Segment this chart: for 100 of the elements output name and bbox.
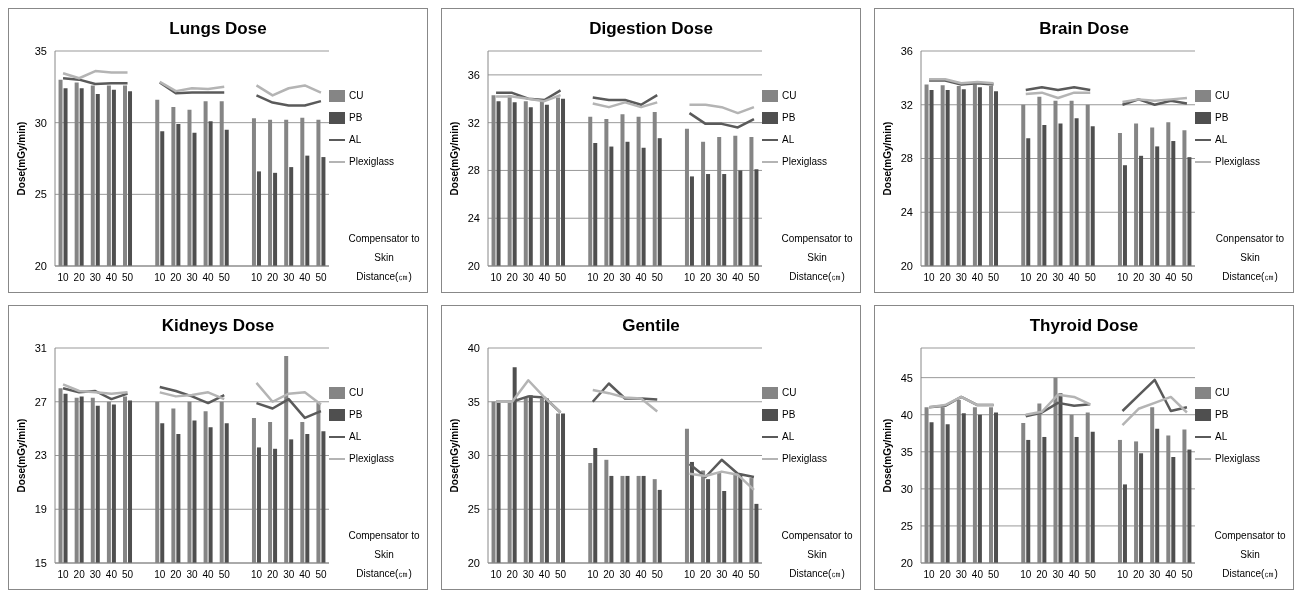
legend-label: PB bbox=[782, 112, 796, 123]
y-tick-label: 40 bbox=[467, 341, 480, 354]
y-tick-label: 25 bbox=[900, 519, 913, 532]
legend-label: AL bbox=[1215, 431, 1228, 442]
y-tick-label: 20 bbox=[900, 556, 913, 569]
y-tick-label: 36 bbox=[467, 68, 480, 81]
x-tick-label: 10 bbox=[490, 272, 503, 284]
y-axis-title: Dose(mGy/min) bbox=[881, 418, 893, 493]
x-tick-label: 50 bbox=[554, 569, 567, 581]
chart-title: Gentile bbox=[621, 316, 681, 337]
x-tick-label: 20 bbox=[1133, 569, 1145, 581]
x-tick-label: 20 bbox=[603, 569, 615, 581]
legend-label: CU bbox=[349, 90, 364, 101]
legend-label: AL bbox=[782, 134, 795, 145]
x-tick-label: 30 bbox=[619, 569, 631, 581]
x-tick-label: 30 bbox=[522, 569, 535, 581]
x-tick-label: 20 bbox=[267, 569, 279, 581]
x-tick-label: 30 bbox=[283, 272, 295, 284]
x-tick-label: 50 bbox=[748, 569, 760, 581]
x-tick-label: 10 bbox=[250, 272, 263, 284]
x-tick-label: 50 bbox=[218, 569, 231, 581]
legend-label: PB bbox=[349, 112, 363, 123]
y-tick-label: 20 bbox=[34, 259, 47, 272]
x-tick-label: 30 bbox=[716, 272, 728, 284]
x-tick-label: 50 bbox=[554, 272, 567, 284]
y-tick-label: 35 bbox=[34, 44, 47, 57]
x-tick-label: 10 bbox=[683, 272, 696, 284]
x-tick-label: 40 bbox=[538, 272, 551, 284]
x-tick-label: 50 bbox=[748, 272, 760, 284]
y-tick-label: 20 bbox=[467, 259, 480, 272]
x-tick-label: 40 bbox=[1165, 272, 1177, 284]
chart-title: Digestion Dose bbox=[588, 19, 714, 40]
y-tick-label: 30 bbox=[34, 116, 47, 129]
x-tick-label: 50 bbox=[315, 272, 327, 284]
x-tick-label: 10 bbox=[57, 569, 70, 581]
y-tick-label: 24 bbox=[900, 206, 913, 219]
legend-label: CU bbox=[349, 387, 364, 398]
x-tick-label: 20 bbox=[506, 569, 519, 581]
x-tick-label: 20 bbox=[170, 569, 182, 581]
x-tick-label: 30 bbox=[89, 569, 102, 581]
x-tick-label: 30 bbox=[955, 569, 968, 581]
y-tick-label: 31 bbox=[34, 341, 47, 354]
y-tick-label: 20 bbox=[900, 259, 913, 272]
legend-label: PB bbox=[782, 409, 796, 420]
x-axis-title: Compensator to Skin Distance(㎝) bbox=[1213, 529, 1287, 581]
y-tick-label: 40 bbox=[900, 408, 913, 421]
chart-title: Kidneys Dose bbox=[160, 316, 276, 337]
y-tick-label: 28 bbox=[467, 164, 480, 177]
x-tick-label: 20 bbox=[506, 272, 519, 284]
x-tick-label: 10 bbox=[250, 569, 263, 581]
x-tick-label: 50 bbox=[651, 272, 664, 284]
x-axis-title: Conpensator to Skin Distance(㎝) bbox=[1214, 232, 1286, 284]
x-tick-label: 50 bbox=[218, 272, 231, 284]
x-tick-label: 40 bbox=[971, 569, 984, 581]
legend-label: Plexiglass bbox=[782, 453, 828, 464]
y-tick-label: 32 bbox=[900, 98, 913, 111]
x-tick-label: 10 bbox=[1116, 272, 1129, 284]
x-axis-title: Compensator to Skin Distance(㎝) bbox=[347, 529, 421, 581]
y-tick-label: 24 bbox=[467, 212, 480, 225]
x-tick-label: 30 bbox=[186, 569, 198, 581]
x-tick-label: 10 bbox=[154, 569, 166, 581]
y-axis-title: Dose(mGy/min) bbox=[448, 121, 460, 196]
legend-label: Plexiglass bbox=[782, 156, 828, 167]
x-tick-label: 20 bbox=[939, 272, 952, 284]
x-tick-label: 40 bbox=[538, 569, 551, 581]
x-tick-label: 30 bbox=[1149, 569, 1161, 581]
y-tick-label: 20 bbox=[467, 556, 480, 569]
legend-label: CU bbox=[1215, 387, 1230, 398]
legend-label: AL bbox=[349, 134, 362, 145]
x-tick-label: 20 bbox=[1036, 272, 1048, 284]
legend-label: AL bbox=[1215, 134, 1228, 145]
x-tick-label: 20 bbox=[73, 569, 86, 581]
x-tick-label: 50 bbox=[1084, 569, 1097, 581]
x-tick-label: 40 bbox=[299, 569, 311, 581]
chart-title: Lungs Dose bbox=[168, 19, 268, 40]
y-tick-label: 36 bbox=[900, 44, 913, 57]
x-tick-label: 30 bbox=[955, 272, 968, 284]
x-tick-label: 30 bbox=[1052, 272, 1064, 284]
x-tick-label: 40 bbox=[635, 272, 648, 284]
legend-label: CU bbox=[782, 90, 797, 101]
x-tick-label: 20 bbox=[1036, 569, 1048, 581]
y-tick-label: 28 bbox=[900, 152, 913, 165]
x-tick-label: 40 bbox=[105, 272, 118, 284]
x-tick-label: 10 bbox=[923, 272, 936, 284]
y-axis-title: Dose(mGy/min) bbox=[15, 121, 27, 196]
x-tick-label: 50 bbox=[987, 272, 1000, 284]
x-tick-label: 20 bbox=[603, 272, 615, 284]
x-tick-label: 20 bbox=[700, 569, 712, 581]
x-tick-label: 10 bbox=[923, 569, 936, 581]
legend-label: Plexiglass bbox=[349, 156, 395, 167]
y-tick-label: 30 bbox=[900, 482, 913, 495]
legend-label: AL bbox=[349, 431, 362, 442]
x-tick-label: 40 bbox=[1068, 272, 1081, 284]
x-tick-label: 50 bbox=[1181, 272, 1193, 284]
y-tick-label: 15 bbox=[34, 556, 47, 569]
x-tick-label: 30 bbox=[283, 569, 295, 581]
y-axis-title: Dose(mGy/min) bbox=[448, 418, 460, 493]
legend-label: PB bbox=[349, 409, 363, 420]
legend-label: PB bbox=[1215, 409, 1229, 420]
x-tick-label: 20 bbox=[939, 569, 952, 581]
